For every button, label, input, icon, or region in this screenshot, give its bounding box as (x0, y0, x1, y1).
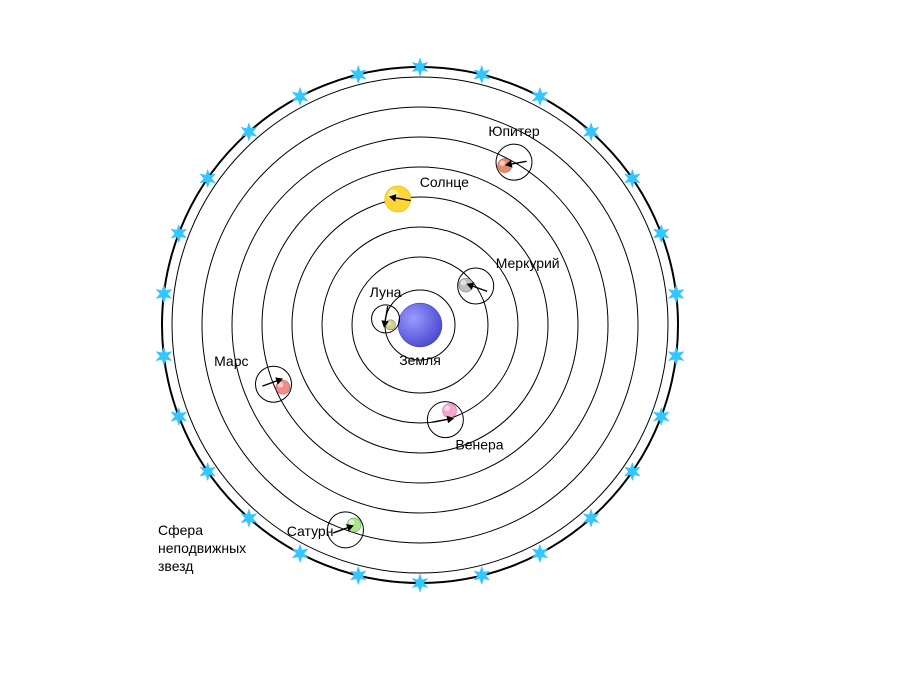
earth-body (398, 303, 442, 347)
saturn-label: Сатурн (287, 523, 334, 539)
star-icon (171, 225, 187, 243)
venus-highlight (444, 405, 450, 411)
body-mars: Марс (214, 353, 291, 402)
fixed-stars-caption: Сфера неподвижных звезд (158, 522, 246, 574)
mercury-highlight (461, 280, 467, 286)
earth-label: Земля (399, 352, 441, 368)
caption-line-1: неподвижных (158, 540, 246, 556)
star-icon (668, 347, 684, 365)
mercury-label: Меркурий (496, 255, 560, 271)
saturn-highlight (349, 520, 355, 526)
body-jupiter: Юпитер (488, 123, 540, 180)
star-icon (474, 66, 490, 84)
star-icon (171, 407, 187, 425)
star-icon (350, 66, 366, 84)
star-icon (292, 544, 308, 562)
jupiter-highlight (499, 160, 505, 166)
star-icon (653, 407, 669, 425)
star-icon (653, 225, 669, 243)
venus-label: Венера (455, 437, 503, 453)
jupiter-label: Юпитер (488, 123, 540, 139)
body-venus: Венера (427, 402, 503, 453)
star-icon (532, 544, 548, 562)
star-icon (156, 347, 172, 365)
star-icon (532, 88, 548, 106)
caption-line-0: Сфера (158, 522, 203, 538)
geocentric-diagram: Земля Луна Меркурий Венера Солнце Марс Юпитер С… (0, 0, 900, 675)
venus-body (443, 404, 457, 418)
star-icon (292, 88, 308, 106)
caption-line-2: звезд (158, 558, 193, 574)
body-moon: Луна (370, 284, 402, 333)
star-icon (474, 567, 490, 585)
mars-label: Марс (214, 353, 248, 369)
sun-label: Солнце (420, 174, 469, 190)
star-icon (350, 567, 366, 585)
moon-label: Луна (370, 284, 402, 300)
star-icon (668, 285, 684, 303)
earth: Земля (398, 303, 442, 368)
star-icon (156, 285, 172, 303)
body-sun: Солнце (385, 174, 469, 212)
body-saturn: Сатурн (287, 512, 364, 548)
